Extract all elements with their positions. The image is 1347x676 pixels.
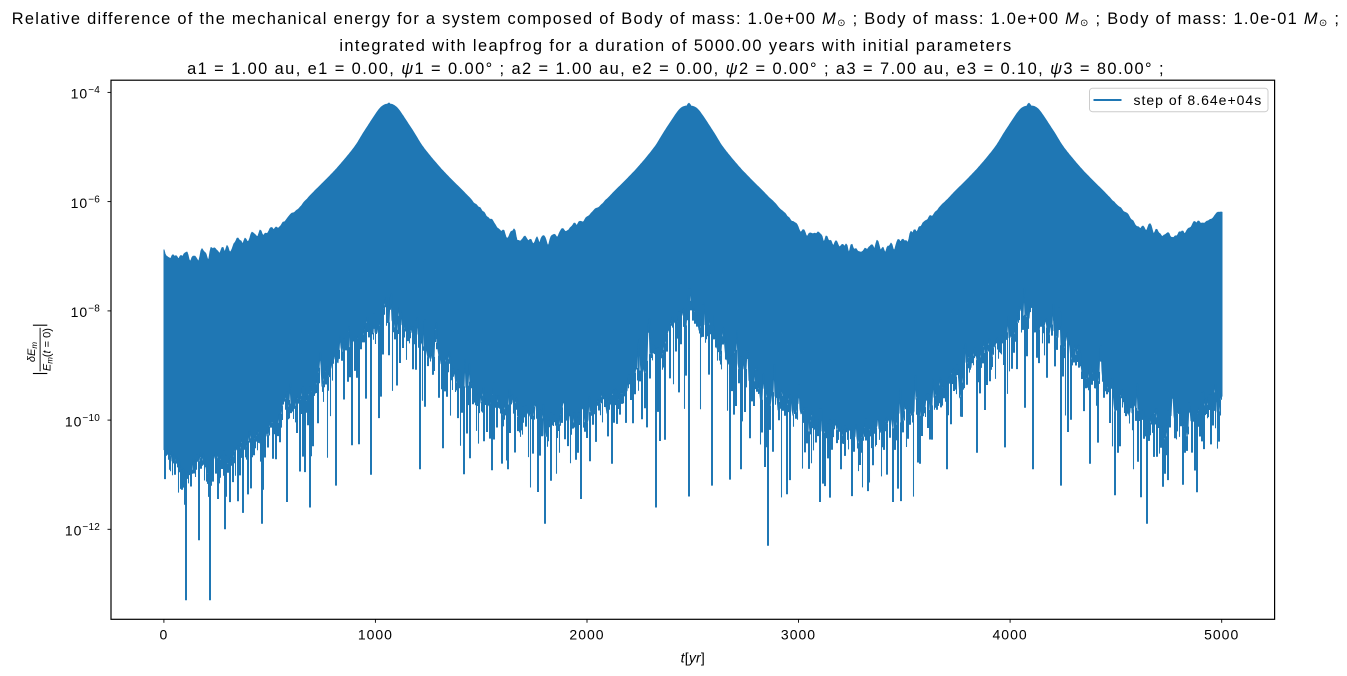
svg-text:4000: 4000 — [993, 627, 1028, 643]
svg-text:10−4: 10−4 — [71, 85, 101, 101]
svg-text:δEm Em(t = 0): δEm Em(t = 0) — [24, 328, 55, 371]
svg-text:step of 8.64e+04s: step of 8.64e+04s — [1134, 92, 1263, 108]
svg-text:10−8: 10−8 — [71, 304, 101, 320]
svg-text:2000: 2000 — [569, 627, 604, 643]
svg-text:10−6: 10−6 — [71, 194, 101, 210]
svg-text:10−12: 10−12 — [65, 522, 100, 538]
svg-text:0: 0 — [160, 627, 169, 643]
svg-text:3000: 3000 — [781, 627, 816, 643]
svg-text:5000: 5000 — [1204, 627, 1239, 643]
svg-text:t[yr]: t[yr] — [681, 650, 705, 666]
svg-text:10−10: 10−10 — [65, 413, 100, 429]
svg-text:1000: 1000 — [358, 627, 393, 643]
